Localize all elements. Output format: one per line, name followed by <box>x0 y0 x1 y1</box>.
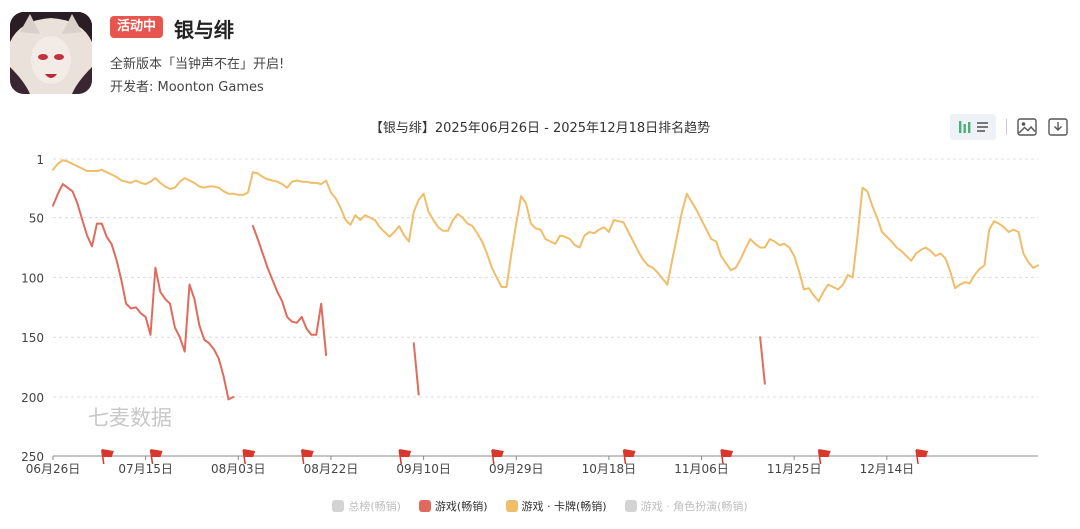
event-flag-icon <box>817 449 831 465</box>
y-tick-label: 1 <box>36 153 44 167</box>
series-line <box>759 336 766 385</box>
legend-label: 游戏 · 卡牌(畅销) <box>521 500 607 513</box>
y-tick-label: 50 <box>29 212 44 226</box>
flag-cloth <box>623 449 636 457</box>
series-line <box>52 183 235 401</box>
y-tick-label: 150 <box>21 331 44 345</box>
y-tick-label: 250 <box>21 450 44 464</box>
event-flag-icon <box>149 449 163 465</box>
app-name: 银与绯 <box>174 18 234 42</box>
series-line <box>412 342 420 396</box>
event-flags <box>101 449 929 465</box>
legend-item[interactable]: 总榜(畅销) <box>332 498 401 514</box>
legend-label: 总榜(畅销) <box>348 500 401 513</box>
legend-item[interactable]: 游戏 · 角色扮演(畅销) <box>624 498 748 514</box>
flag-cloth <box>916 449 929 457</box>
x-tick-label: 08月03日 <box>211 462 266 476</box>
watermark: 七麦数据 <box>88 406 172 430</box>
event-flag-icon <box>915 449 929 465</box>
x-tick-label: 06月26日 <box>26 462 81 476</box>
event-flag-icon <box>398 449 412 465</box>
event-flag-icon <box>242 449 256 465</box>
y-tick-label: 100 <box>21 271 44 285</box>
x-tick-label: 07月15日 <box>118 462 173 476</box>
event-flag-icon <box>101 449 114 465</box>
x-tick-label: 12月14日 <box>860 462 915 476</box>
legend-label: 游戏 · 角色扮演(畅销) <box>640 500 748 513</box>
x-tick-label: 09月29日 <box>489 462 544 476</box>
series-line <box>52 159 1039 303</box>
legend-swatch <box>332 500 345 512</box>
toolbar-divider <box>1006 119 1007 135</box>
legend-swatch <box>418 500 431 512</box>
flag-cloth <box>399 449 412 457</box>
x-tick-label: 11月06日 <box>674 462 729 476</box>
event-flag-icon <box>720 449 734 465</box>
grid-lines <box>53 158 1038 398</box>
flag-cloth <box>491 449 504 457</box>
image-icon <box>1017 118 1037 136</box>
chart-type-toggle[interactable] <box>950 114 996 140</box>
x-tick-label: 08月22日 <box>304 462 359 476</box>
flag-cloth <box>818 449 831 457</box>
y-tick-label: 200 <box>21 391 44 405</box>
flag-cloth <box>721 449 734 457</box>
event-flag-icon <box>300 449 314 465</box>
event-flag-icon <box>491 449 504 465</box>
x-axis: 06月26日 07月15日 08月03日 08月22日 09月10日 09月29日 10月1… <box>26 455 1038 476</box>
app-developer: 开发者: Moonton Games <box>110 80 264 95</box>
legend-swatch <box>624 500 637 512</box>
chart-title: 【银与绯】2025年06月26日 - 2025年12月18日排名趋势 <box>369 121 711 136</box>
save-image-button[interactable] <box>1016 114 1038 140</box>
app-icon <box>10 12 92 94</box>
app-subtitle: 全新版本「当钟声不在」开启! <box>110 57 285 72</box>
series-lines <box>52 159 1039 401</box>
download-icon <box>1048 118 1068 136</box>
x-tick-label: 10月18日 <box>582 462 637 476</box>
event-flag-icon <box>622 449 636 465</box>
legend-label: 游戏(畅销) <box>434 500 488 513</box>
x-tick-label: 09月10日 <box>396 462 451 476</box>
chart-legend: 总榜(畅销) 游戏(畅销) 游戏 · 卡牌(畅销) 游戏 · 角色扮演(畅销) <box>0 498 1080 514</box>
bar-chart-icon <box>959 121 988 133</box>
legend-item[interactable]: 游戏 · 卡牌(畅销) <box>505 498 607 514</box>
flag-cloth <box>243 449 256 457</box>
legend-swatch <box>505 500 518 512</box>
x-tick-label: 11月25日 <box>767 462 822 476</box>
download-button[interactable] <box>1047 114 1069 140</box>
status-badge: 活动中 <box>110 16 164 38</box>
flag-cloth <box>301 449 314 457</box>
flag-cloth <box>101 449 114 457</box>
series-line <box>251 225 328 357</box>
legend-item[interactable]: 游戏(畅销) <box>418 498 488 514</box>
flag-cloth <box>150 449 163 457</box>
